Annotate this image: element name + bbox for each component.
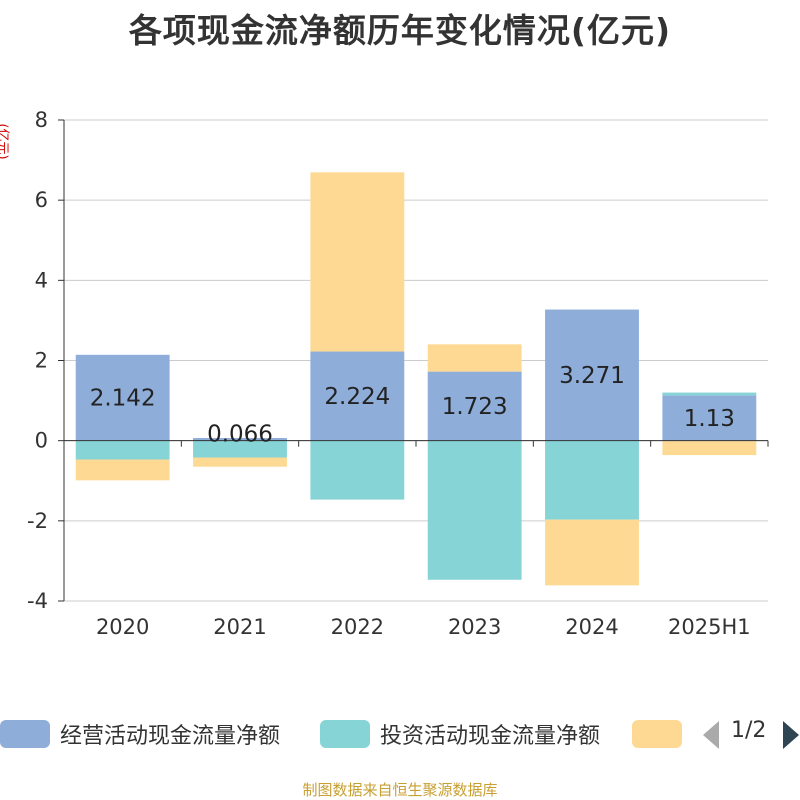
bar-1-2022 — [310, 351, 405, 441]
legend-prev-page-icon[interactable] — [702, 720, 720, 750]
data-label: 2.224 — [324, 384, 390, 410]
legend-swatch-operating — [0, 720, 50, 748]
legend-next-page-icon[interactable] — [782, 720, 800, 750]
bar-2-2020 — [75, 440, 170, 460]
bar-1-2025H1 — [662, 395, 757, 441]
data-label: 2.142 — [90, 386, 156, 412]
bar-3-2024 — [545, 519, 639, 586]
data-label: 1.13 — [684, 406, 735, 432]
data-label: 0.066 — [207, 422, 273, 448]
bar-3-2020 — [75, 459, 170, 481]
y-tick-label: 8 — [35, 108, 48, 132]
bar-1-2023 — [427, 371, 522, 441]
bar-1-2021 — [193, 438, 287, 441]
y-tick-label: 4 — [35, 268, 48, 292]
data-source-footer: 制图数据来自恒生聚源数据库 — [302, 781, 498, 799]
x-tick-label: 2020 — [96, 615, 149, 639]
data-label: 3.271 — [559, 363, 625, 389]
legend-swatch-financing — [632, 720, 682, 748]
legend-page-indicator: 1/2 — [731, 718, 767, 743]
bar-2-2021 — [193, 440, 287, 458]
bar-3-2023 — [427, 344, 522, 372]
y-tick-label: 2 — [35, 349, 48, 373]
legend-item-financing[interactable] — [632, 716, 682, 752]
y-tick-label: 6 — [35, 188, 48, 212]
legend: 经营活动现金流量净额 投资活动现金流量净额 — [0, 716, 800, 752]
y-tick-label: 0 — [35, 429, 48, 453]
x-tick-label: 2021 — [213, 615, 266, 639]
y-tick-label: -2 — [27, 509, 48, 533]
chart-title: 各项现金流净额历年变化情况(亿元) — [128, 11, 672, 50]
data-label: 1.723 — [442, 394, 508, 420]
legend-swatch-investing — [320, 720, 370, 748]
y-tick-label: -4 — [27, 589, 48, 613]
bar-1-2024 — [545, 309, 639, 441]
bar-2-2022 — [310, 440, 405, 500]
chart-plot: -4 -2 0 2 4 6 8 2020 2021 2022 2023 2024 2025H1 2.142… — [27, 108, 769, 639]
bar-2-2025H1 — [662, 392, 757, 396]
x-tick-label: 2025H1 — [668, 615, 751, 639]
bar-3-2021 — [193, 457, 287, 467]
bar-3-2025H1 — [662, 440, 757, 456]
bar-3-2022 — [310, 172, 405, 352]
x-tick-label: 2023 — [448, 615, 501, 639]
bar-2-2024 — [545, 440, 639, 520]
bar-2-2023 — [427, 440, 522, 580]
x-tick-label: 2024 — [565, 615, 618, 639]
legend-label-investing: 投资活动现金流量净额 — [380, 724, 601, 749]
legend-label-operating: 经营活动现金流量净额 — [60, 724, 281, 749]
legend-item-investing[interactable]: 投资活动现金流量净额 — [320, 716, 600, 752]
legend-item-operating[interactable]: 经营活动现金流量净额 — [0, 716, 280, 752]
bar-1-2020 — [75, 354, 170, 441]
x-tick-label: 2022 — [331, 615, 384, 639]
